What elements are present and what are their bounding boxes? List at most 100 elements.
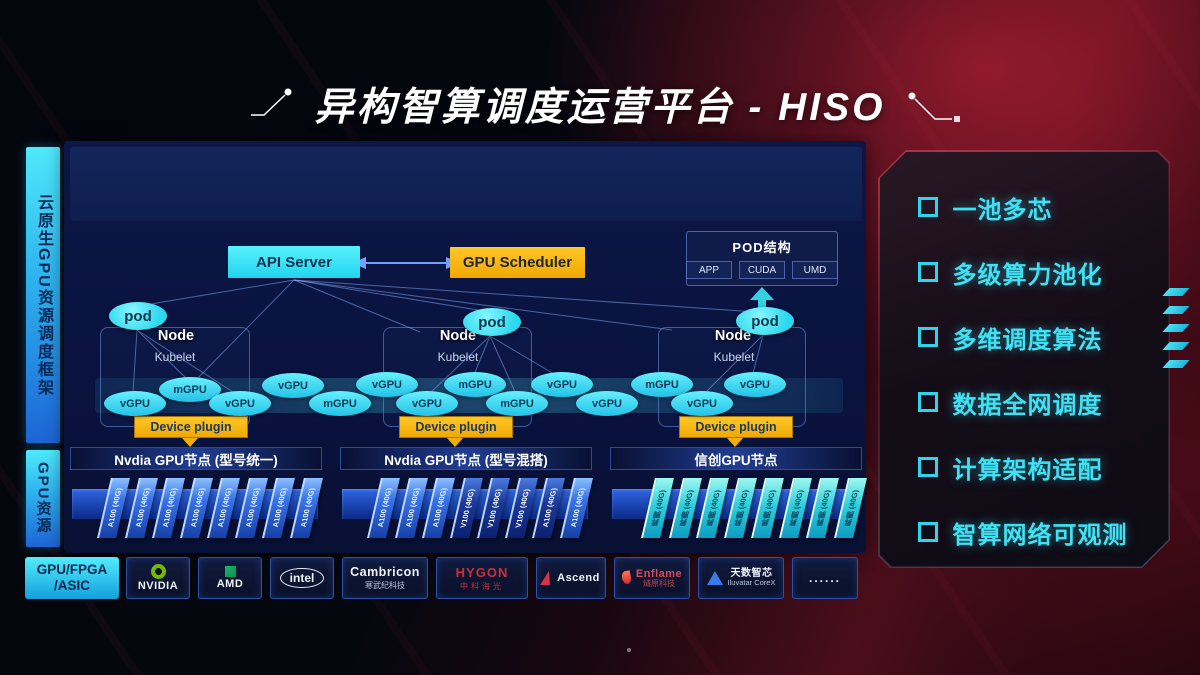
- vgpu-ellipse: vGPU: [576, 391, 638, 416]
- page-dot: [627, 648, 631, 652]
- vendor-text: Enflame: [635, 567, 683, 580]
- amd-logo-icon: [224, 566, 236, 577]
- left-rail-top-label: 云原生GPU资源调度框架: [35, 193, 52, 397]
- pod-ellipse: pod: [463, 308, 521, 336]
- features-panel: 一池多芯多级算力池化多维调度算法 数据全网调度 计算架构适配智算网络可观测: [878, 150, 1170, 568]
- node-label: Node: [157, 328, 195, 344]
- gpu-card: 昇腾 (40G): [833, 478, 867, 538]
- device-plugin-box: Device plugin: [134, 416, 248, 438]
- gpu-card-label: A100 (40G): [270, 488, 289, 528]
- square-bullet-icon: [918, 197, 938, 217]
- left-rail-bottom-label: GPU资源: [34, 462, 52, 535]
- page-title: 异构智算调度运营平台 - HISO: [314, 86, 886, 129]
- gpu-card: A100 (40G): [289, 478, 323, 538]
- title-decor-left-icon: [251, 88, 292, 116]
- vgpu-ellipse: vGPU: [396, 391, 458, 416]
- feature-item: 一池多芯: [918, 192, 1153, 223]
- left-rail-gpu-resource: GPU资源: [26, 450, 60, 547]
- mgpu-ellipse: mGPU: [444, 372, 506, 397]
- vgpu-ellipse: vGPU: [262, 373, 324, 398]
- feature-label: 一池多芯: [952, 196, 1053, 224]
- vendor-text: Ascend: [557, 572, 600, 584]
- pod-structure-items: APP CUDA UMD: [686, 261, 838, 279]
- gpu-card-label: A100 (40G): [567, 488, 587, 528]
- gpu-card-label: A100 (40G): [297, 488, 317, 528]
- feature-label: 多维调度算法: [952, 326, 1103, 354]
- nvidia-logo-icon: [150, 564, 166, 579]
- vendor-cambricon: Cambricon 寒武纪科技: [342, 557, 428, 599]
- vendor-subtext: 寒武纪科技: [365, 581, 405, 590]
- feature-label: 数据全网调度: [952, 391, 1103, 419]
- hazard-slashes-icon: [1162, 288, 1190, 368]
- gpu-card: 昇腾 (40G): [696, 478, 729, 538]
- device-plugin-box: Device plugin: [679, 416, 793, 438]
- gpu-card: A100 (40G): [394, 478, 428, 538]
- gpu-card-label: 昇腾 (40G): [814, 489, 833, 527]
- vgpu-ellipse: vGPU: [531, 372, 593, 397]
- vendor-text: ......: [808, 571, 841, 585]
- gpu-card-label: V100 (40G): [485, 488, 504, 528]
- feature-item: 智算网络可观测: [918, 517, 1153, 548]
- features-list: 一池多芯多级算力池化多维调度算法 数据全网调度 计算架构适配智算网络可观测: [918, 192, 1153, 548]
- gpu-card: A100 (40G): [97, 478, 130, 538]
- gpu-card-label: 昇腾 (40G): [842, 489, 860, 527]
- gpu-card: V100 (40G): [477, 478, 510, 538]
- gpu-card: A100 (40G): [367, 478, 400, 538]
- iluvatar-text: 天数智芯 Iluvatar CoreX: [728, 568, 776, 587]
- enflame-text: Enflame 燧原科技: [636, 568, 682, 589]
- feature-item: 多级算力池化: [918, 257, 1153, 288]
- vendor-text: AMD: [216, 578, 244, 590]
- gpu-card-label: A100 (40G): [540, 488, 559, 528]
- gpu-card-label: A100 (40G): [132, 488, 152, 528]
- gpu-card-label: A100 (40G): [402, 488, 422, 528]
- gpu-card: A100 (40G): [152, 478, 185, 538]
- mgpu-ellipse: mGPU: [309, 391, 371, 416]
- gpu-card-label: 昇腾 (40G): [787, 489, 805, 527]
- title-decor-right-icon: [908, 92, 960, 122]
- gpu-card-label: 昇腾 (40G): [759, 489, 778, 527]
- gpu-card-label: 昇腾 (40G): [649, 489, 668, 527]
- pod-structure-item-umd: UMD: [792, 261, 838, 279]
- gpu-card: 昇腾 (40G): [641, 478, 674, 538]
- vendor-intel: intel: [270, 557, 334, 599]
- gpu-card: 昇腾 (40G): [751, 478, 784, 538]
- gpu-fpga-asic-label: GPU/FPGA /ASIC: [25, 557, 119, 599]
- gpu-card-label: A100 (40G): [242, 488, 262, 528]
- gpu-card: A100 (40G): [207, 478, 240, 538]
- left-rail-cloud-native-gpu: 云原生GPU资源调度框架: [26, 147, 60, 443]
- gpu-card-label: A100 (40G): [375, 488, 394, 528]
- pod-ellipse: pod: [736, 307, 794, 335]
- gpu-card: A100 (40G): [234, 478, 268, 538]
- gpu-card: A100 (40G): [262, 478, 295, 538]
- pod-structure-box: POD结构 APP CUDA UMD: [686, 231, 838, 286]
- enflame-logo: Enflame 燧原科技: [620, 568, 682, 589]
- square-bullet-icon: [918, 392, 938, 412]
- gpu-card: 昇腾 (40G): [668, 478, 702, 538]
- ascend-logo: Ascend: [540, 571, 600, 585]
- pod-ellipse: pod: [109, 302, 167, 330]
- pod-structure-title: POD结构: [732, 240, 792, 255]
- vendor-more: ......: [792, 557, 858, 599]
- node-label: Node: [714, 328, 752, 344]
- gpu-card-label: V100 (40G): [513, 488, 531, 528]
- vendor-ascend: Ascend: [536, 557, 606, 599]
- feature-label: 计算架构适配: [952, 456, 1103, 484]
- gpu-card-label: A100 (40G): [430, 488, 449, 528]
- mgpu-ellipse: mGPU: [631, 372, 693, 397]
- gpu-card: 昇腾 (40G): [806, 478, 839, 538]
- square-bullet-icon: [918, 262, 938, 282]
- vgpu-ellipse: vGPU: [209, 391, 271, 416]
- pod-to-podstructure-arrow: [750, 287, 774, 312]
- vendor-subtext: 燧原科技: [642, 578, 675, 588]
- feature-item: 数据全网调度: [918, 387, 1153, 418]
- vendor-text: HYGON: [455, 564, 509, 580]
- gpu-card: 昇腾 (40G): [778, 478, 812, 538]
- gpu-fpga-line1: GPU/FPGA: [36, 562, 108, 578]
- feature-item: 计算架构适配: [918, 452, 1153, 483]
- pod-structure-item-app: APP: [686, 261, 732, 279]
- gpu-card-label: 昇腾 (40G): [732, 489, 750, 527]
- vendor-nvidia: NVIDIA: [126, 557, 190, 599]
